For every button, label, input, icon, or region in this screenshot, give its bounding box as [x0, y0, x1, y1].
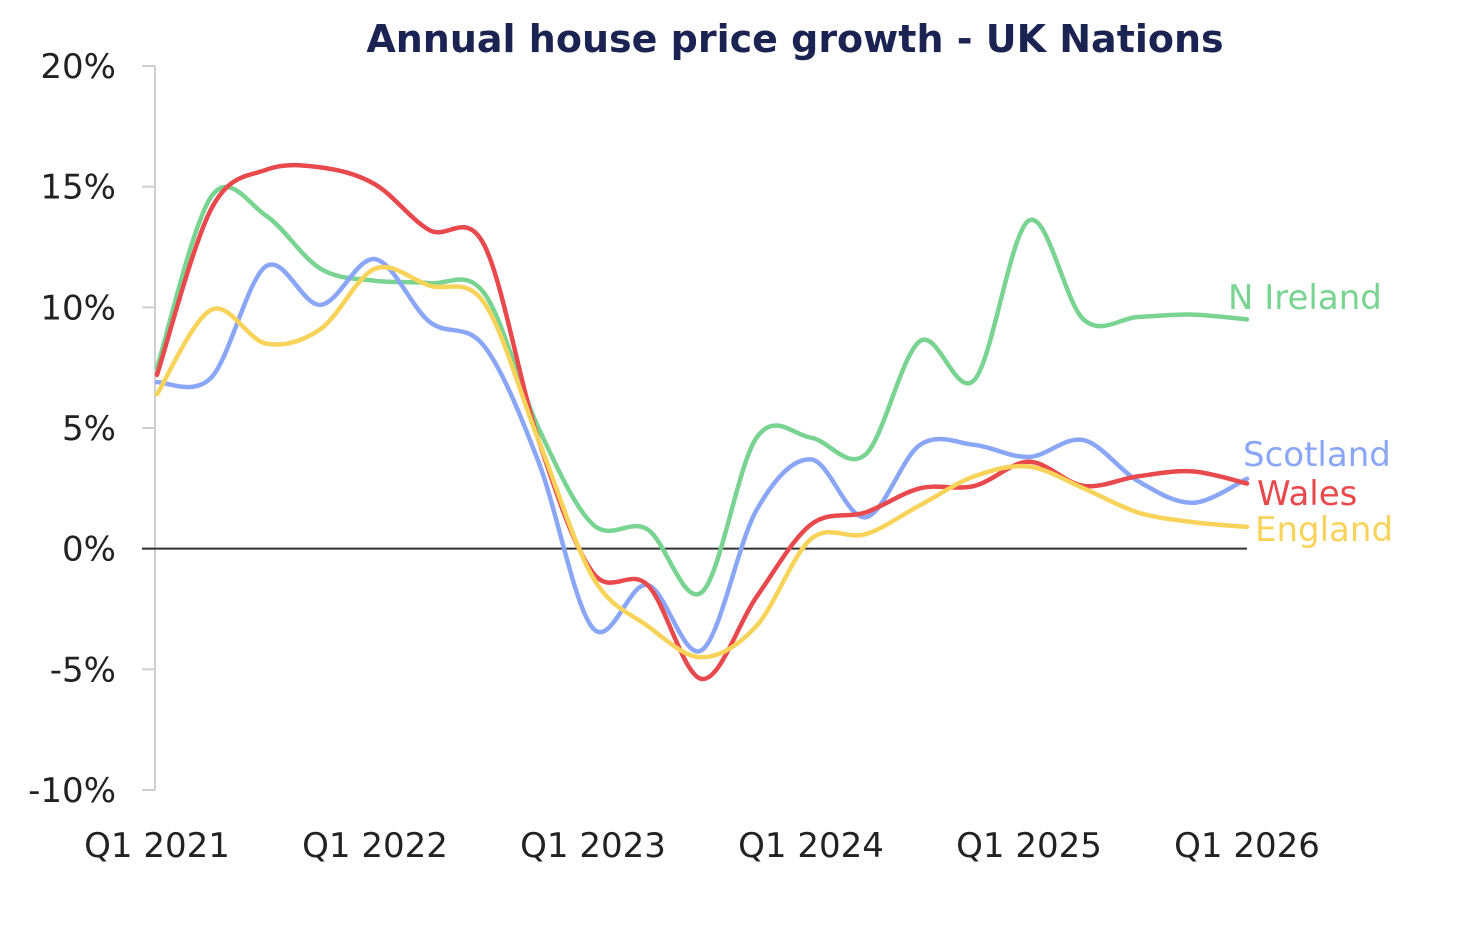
- y-tick-label: 5%: [62, 409, 116, 449]
- y-tick-label: -10%: [28, 771, 116, 811]
- series-line-scotland: [154, 256, 1250, 654]
- series-lines: [154, 162, 1250, 682]
- x-tick-label: Q1 2023: [520, 826, 666, 866]
- y-tick-label: 10%: [40, 288, 116, 328]
- series-line-england: [154, 264, 1250, 660]
- x-tick-label: Q1 2021: [84, 826, 230, 866]
- x-tick-label: Q1 2022: [302, 826, 448, 866]
- y-tick-label: 0%: [62, 530, 116, 570]
- y-tick-label: 15%: [40, 168, 116, 208]
- y-tick-label: 20%: [40, 47, 116, 87]
- x-tick-label: Q1 2025: [956, 826, 1102, 866]
- axes: 20% 15% 10% 5% 0% -5% -10% Q1 2021 Q1 2022 Q1 202…: [28, 47, 1320, 866]
- x-tick-label: Q1 2024: [738, 826, 884, 866]
- series-label: England: [1255, 510, 1393, 550]
- series-label: Scotland: [1243, 435, 1391, 475]
- series-label: Wales: [1257, 474, 1357, 514]
- series-line-n-ireland: [154, 184, 1250, 597]
- x-tick-label: Q1 2026: [1174, 826, 1320, 866]
- series-label: N Ireland: [1228, 278, 1382, 318]
- y-tick-label: -5%: [50, 650, 116, 690]
- chart-title: Annual house price growth - UK Nations: [366, 17, 1223, 61]
- series-line-wales: [154, 162, 1250, 682]
